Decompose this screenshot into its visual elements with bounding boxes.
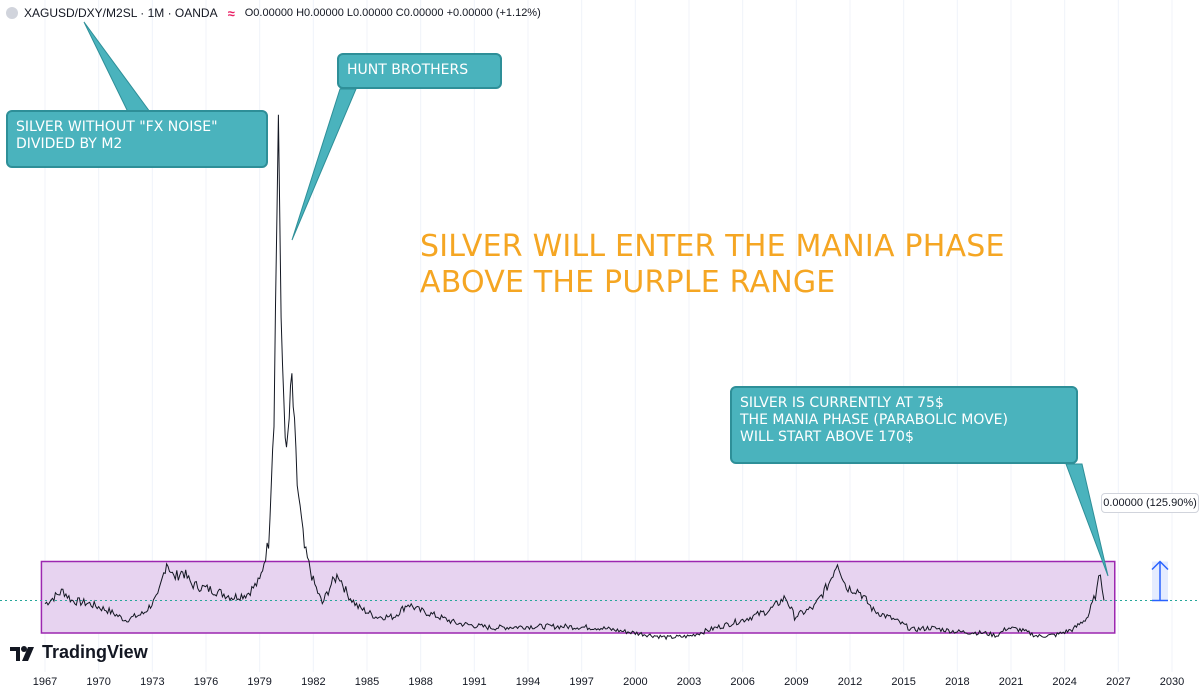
x-tick-label: 1982 bbox=[301, 676, 326, 688]
symbol-logo-icon[interactable] bbox=[6, 7, 18, 19]
x-tick-label: 2009 bbox=[784, 676, 809, 688]
hunt-brothers-callout[interactable]: HUNT BROTHERS bbox=[337, 53, 502, 89]
x-tick-label: 2018 bbox=[945, 676, 970, 688]
purple-range-box[interactable] bbox=[40, 560, 1116, 634]
fx-noise-pointer bbox=[83, 21, 151, 113]
measure-price-label: 0.00000 (125.90%) bbox=[1101, 493, 1199, 513]
ohlc-values: O0.00000 H0.00000 L0.00000 C0.00000 +0.0… bbox=[244, 7, 541, 19]
current-price-callout[interactable]: SILVER IS CURRENTLY AT 75$ THE MANIA PHA… bbox=[730, 386, 1078, 464]
time-axis[interactable]: 1967 1970 1973 1976 1979 1982 1985 1988 1991 1994… bbox=[0, 672, 1200, 692]
wave-icon[interactable]: ≈ bbox=[227, 5, 235, 21]
price-series-line bbox=[44, 114, 1105, 641]
x-tick-label: 2027 bbox=[1106, 676, 1131, 688]
measure-arrowhead bbox=[1151, 560, 1169, 602]
x-tick-label: 2012 bbox=[837, 676, 863, 688]
tradingview-wordmark: TradingView bbox=[42, 642, 148, 662]
mania-headline: SILVER WILL ENTER THE MANIA PHASE ABOVE … bbox=[420, 229, 1005, 300]
x-tick-label: 1970 bbox=[86, 676, 111, 688]
x-tick-label: 1988 bbox=[408, 676, 433, 688]
hunt-pointer bbox=[291, 88, 357, 241]
symbol-title[interactable]: XAGUSD/DXY/M2SL · 1M · OANDA bbox=[24, 6, 218, 20]
x-tick-label: 1979 bbox=[247, 676, 272, 688]
x-tick-label: 2030 bbox=[1159, 676, 1185, 688]
callout-pointers bbox=[83, 21, 1109, 577]
x-tick-label: 2003 bbox=[676, 676, 702, 688]
x-tick-label: 1985 bbox=[354, 676, 380, 688]
x-tick-label: 2006 bbox=[730, 676, 755, 688]
chart-header: XAGUSD/DXY/M2SL · 1M · OANDA ≈ O0.00000 … bbox=[6, 4, 541, 22]
x-tick-label: 1991 bbox=[462, 676, 487, 688]
x-tick-label: 2000 bbox=[623, 676, 648, 688]
current-pointer bbox=[1065, 463, 1109, 577]
x-tick-label: 1997 bbox=[569, 676, 594, 688]
measure-arrow[interactable] bbox=[1151, 560, 1169, 602]
x-tick-label: 1976 bbox=[193, 676, 219, 688]
x-tick-label: 1994 bbox=[515, 676, 541, 688]
x-tick-label: 2024 bbox=[1052, 676, 1077, 688]
vertical-gridlines bbox=[44, 0, 1173, 672]
tradingview-logo-icon bbox=[10, 645, 34, 661]
tradingview-logo[interactable]: TradingView bbox=[8, 642, 148, 663]
x-tick-label: 1973 bbox=[140, 676, 165, 688]
fx-noise-callout[interactable]: SILVER WITHOUT "FX NOISE" DIVIDED BY M2 bbox=[6, 110, 268, 168]
x-tick-label: 2021 bbox=[998, 676, 1024, 688]
x-tick-label: 2015 bbox=[891, 676, 916, 688]
x-tick-label: 1967 bbox=[32, 676, 58, 688]
